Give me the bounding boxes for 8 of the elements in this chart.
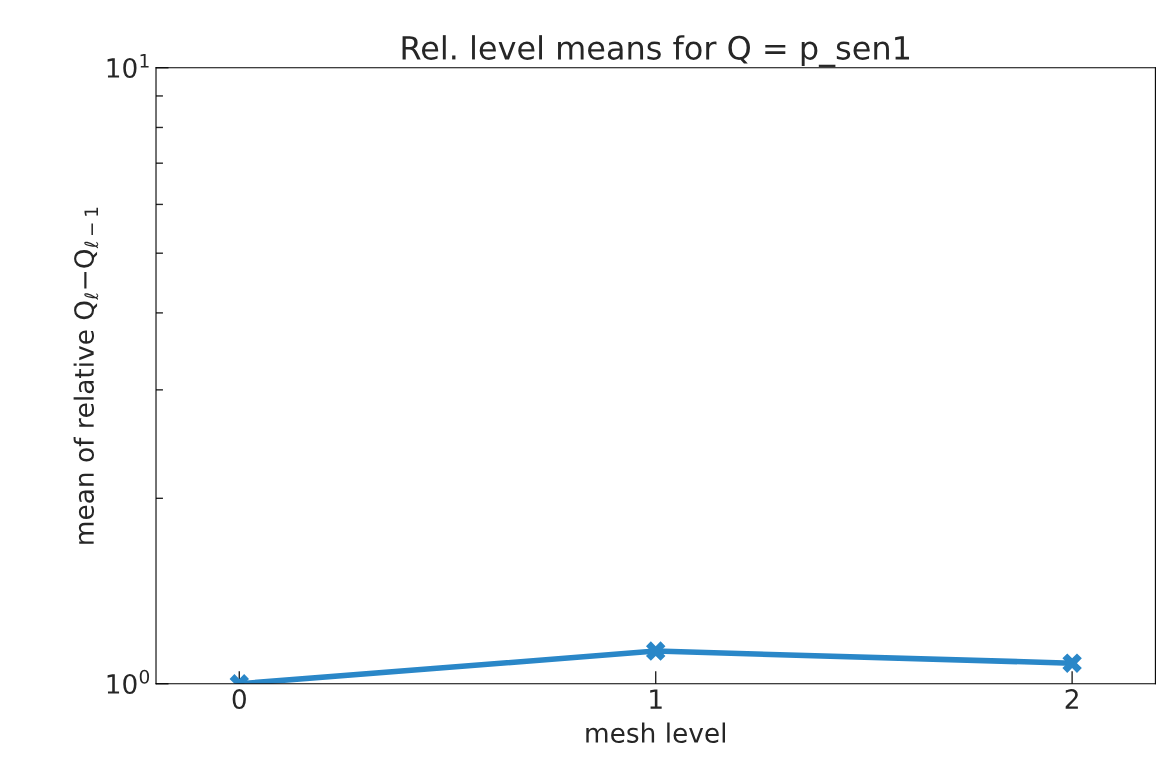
x-tick-label: 2 xyxy=(1065,689,1078,709)
x-axis-title: mesh level xyxy=(586,722,726,743)
x-tick-label: 0 xyxy=(232,689,246,710)
chart-title: Rel. level means for Q = p_sen1 xyxy=(402,35,910,67)
y-tick-label: 10$^{1}$ xyxy=(107,54,149,78)
y-axis-title: mean of relative Q$_{ℓ}$−Q$_{ℓ−1}$ xyxy=(73,207,99,544)
x-tick-label: 1 xyxy=(650,689,662,709)
y-tick-label: 10$^{0}$ xyxy=(107,669,150,694)
